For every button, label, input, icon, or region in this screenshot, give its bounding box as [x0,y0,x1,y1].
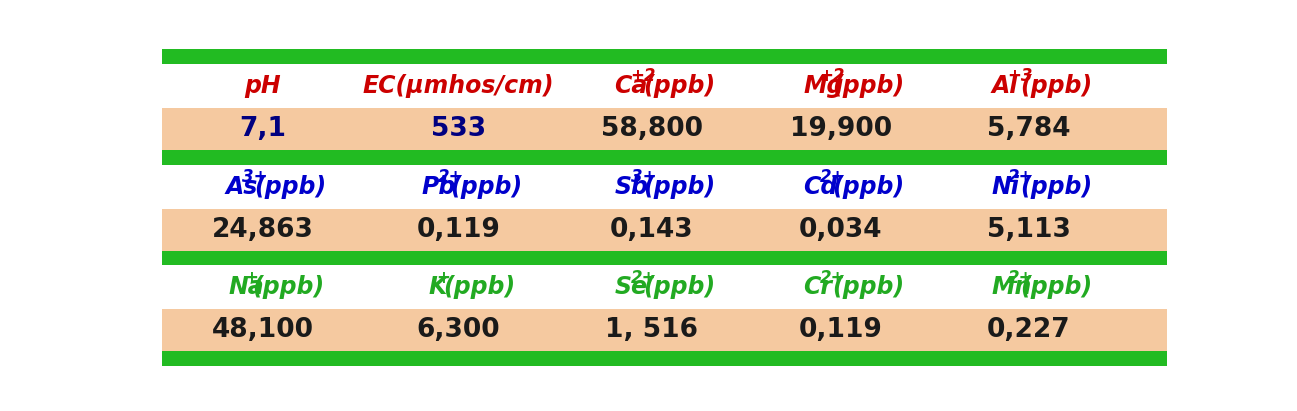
Text: (ppb): (ppb) [1021,74,1092,98]
Text: 2+: 2+ [1008,269,1032,287]
Bar [162,108,1167,150]
Text: As: As [226,175,258,199]
Text: +2: +2 [630,67,656,85]
Text: 48,100: 48,100 [211,317,314,343]
Text: +2: +2 [820,67,846,85]
Text: Pb: Pb [422,175,455,199]
Text: 5,784: 5,784 [987,116,1070,142]
Text: (ppb): (ppb) [833,175,905,199]
Text: Mn: Mn [991,275,1031,299]
Bar [162,209,1167,251]
Text: 3+: 3+ [630,168,656,186]
Text: 2+: 2+ [820,269,846,287]
Text: Se: Se [615,275,647,299]
Text: 7,1: 7,1 [239,116,287,142]
Text: 0,143: 0,143 [610,217,694,242]
Text: (ppb): (ppb) [833,275,905,299]
Text: 19,900: 19,900 [790,116,891,142]
Text: (ppb): (ppb) [444,275,516,299]
Text: 2+: 2+ [437,168,463,186]
Text: Cr: Cr [803,275,833,299]
Text: 3+: 3+ [241,168,267,186]
Text: (ppb): (ppb) [254,175,327,199]
Text: Na: Na [228,275,263,299]
Bar [162,49,1167,64]
Text: (ppb): (ppb) [252,275,324,299]
Text: 2+: 2+ [630,269,656,287]
Text: 58,800: 58,800 [601,116,703,142]
Text: +3: +3 [1008,67,1032,85]
Bar [162,164,1167,209]
Bar [162,150,1167,164]
Text: (ppb): (ppb) [1021,275,1092,299]
Text: 533: 533 [431,116,486,142]
Text: 0,034: 0,034 [799,217,882,242]
Text: (ppb): (ppb) [450,175,523,199]
Text: 5,113: 5,113 [987,217,1070,242]
Text: Sb: Sb [615,175,648,199]
Bar [162,265,1167,309]
Text: 0,227: 0,227 [987,317,1070,343]
Text: 1, 516: 1, 516 [606,317,698,343]
Text: (ppb): (ppb) [643,175,716,199]
Text: EC(μmhos/cm): EC(μmhos/cm) [363,74,554,98]
Text: pH: pH [244,74,281,98]
Text: 24,863: 24,863 [211,217,314,242]
Text: Al: Al [991,74,1018,98]
Text: Cd: Cd [803,175,838,199]
Text: Ca: Ca [615,74,647,98]
Text: K: K [428,275,446,299]
Bar [162,64,1167,108]
Text: (ppb): (ppb) [833,74,905,98]
Text: 0,119: 0,119 [799,317,882,343]
Text: (ppb): (ppb) [1021,175,1092,199]
Text: +: + [244,269,258,287]
Bar [162,309,1167,351]
Text: 2+: 2+ [820,168,846,186]
Text: 2+: 2+ [1008,168,1032,186]
Bar [162,251,1167,265]
Text: (ppb): (ppb) [643,275,716,299]
Text: Mg: Mg [803,74,843,98]
Text: Ni: Ni [991,175,1019,199]
Text: 6,300: 6,300 [416,317,501,343]
Text: 0,119: 0,119 [416,217,501,242]
Text: (ppb): (ppb) [643,74,716,98]
Bar [162,351,1167,366]
Text: +: + [436,269,450,287]
